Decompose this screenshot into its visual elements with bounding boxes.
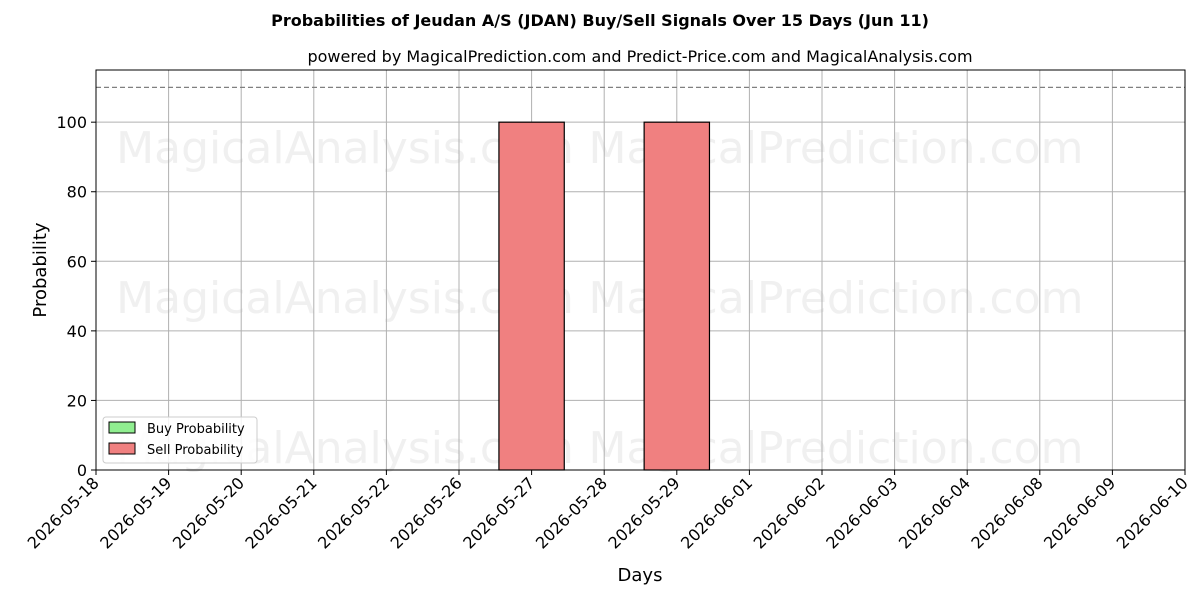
sell-probability-bar [643,121,711,471]
y-tick-label: 0 [77,461,87,480]
x-tick-label: 2026-05-21 [241,473,320,552]
x-axis-label: Days [618,565,663,586]
sell-probability-bar [498,121,565,471]
x-ticks: 2026-05-182026-05-192026-05-202026-05-21… [24,470,1192,553]
watermark-text: MagicalAnalysis.com [116,123,574,174]
y-tick-label: 40 [67,322,87,341]
x-tick-label: 2026-05-19 [96,473,175,552]
x-tick-label: 2026-06-01 [677,473,756,552]
x-tick-label: 2026-05-27 [459,473,538,552]
x-tick-label: 2026-05-22 [314,473,393,552]
x-tick-label: 2026-05-26 [387,473,466,552]
x-tick-label: 2026-05-20 [169,473,248,552]
watermark-layer: MagicalAnalysis.com MagicalPrediction.com… [116,123,1083,474]
y-ticks: 0 20 40 60 80 100 [56,113,96,480]
plot-frame [95,69,1186,471]
x-tick-label: 2026-06-08 [967,473,1046,552]
x-tick-label: 2026-06-10 [1113,473,1192,552]
x-tick-label: 2026-05-28 [532,473,611,552]
legend-buy-swatch [108,421,136,434]
legend-sell-swatch [108,442,136,455]
y-axis-label: Probability [30,222,51,317]
y-tick-label: 20 [67,391,87,410]
legend: Buy Probability Sell Probability [102,416,258,464]
legend-sell-label: Sell Probability [147,443,244,458]
x-tick-label: 2026-05-29 [604,473,683,552]
chart-title: Probabilities of Jeudan A/S (JDAN) Buy/S… [271,11,929,30]
x-tick-label: 2026-06-09 [1040,473,1119,552]
y-tick-label: 60 [67,252,87,271]
watermark-text: MagicalAnalysis.com [116,273,574,324]
legend-buy-label: Buy Probability [147,422,245,437]
bar-layer [498,121,711,471]
x-tick-label: 2026-05-18 [24,473,103,552]
legend-box [102,416,258,464]
x-tick-label: 2026-06-04 [895,473,974,552]
chart-subtitle: powered by MagicalPrediction.com and Pre… [307,47,972,66]
y-tick-label: 80 [67,183,87,202]
x-tick-label: 2026-06-03 [822,473,901,552]
x-tick-label: 2026-06-02 [750,473,829,552]
y-tick-label: 100 [56,113,87,132]
